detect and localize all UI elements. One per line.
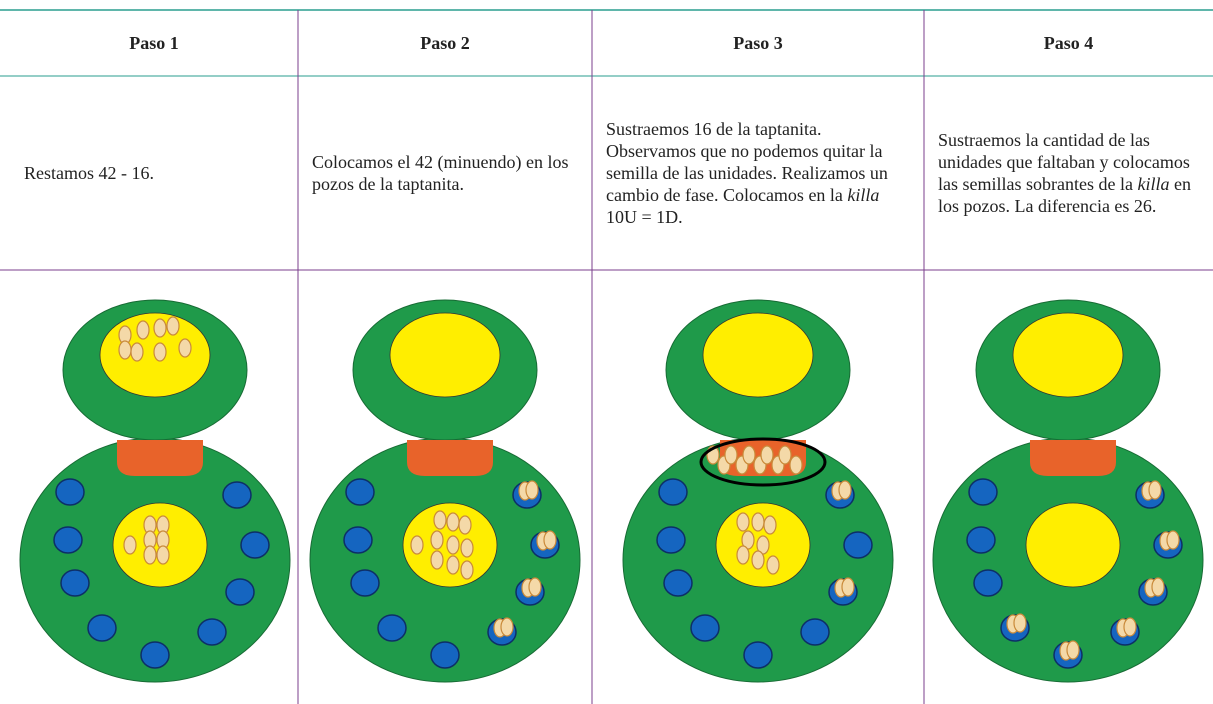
hole xyxy=(966,526,996,554)
seed xyxy=(1151,577,1165,597)
seed xyxy=(760,445,774,465)
seed xyxy=(430,530,444,550)
hole xyxy=(658,478,688,506)
seed xyxy=(433,510,447,530)
seed xyxy=(1066,640,1080,660)
seed xyxy=(525,480,539,500)
header-cell: Paso 3 xyxy=(733,32,783,53)
hole xyxy=(663,569,693,597)
hole xyxy=(656,526,686,554)
seed xyxy=(460,538,474,558)
seed xyxy=(166,316,180,336)
seed xyxy=(763,515,777,535)
text-run: killa xyxy=(1137,174,1170,194)
seed xyxy=(1166,530,1180,550)
hole xyxy=(973,569,1003,597)
hole xyxy=(430,641,460,669)
hole xyxy=(743,641,773,669)
hole xyxy=(53,526,83,554)
seed xyxy=(751,512,765,532)
text-run: 10U = 1D. xyxy=(606,207,683,227)
seed xyxy=(156,545,170,565)
text-run: Colocamos el 42 (minuendo) en los pozos … xyxy=(312,152,569,194)
header-cell: Paso 4 xyxy=(1043,32,1094,53)
text-cell: Colocamos el 42 (minuendo) en los pozos … xyxy=(298,76,592,270)
seed xyxy=(543,530,557,550)
seed xyxy=(841,577,855,597)
seed xyxy=(724,445,738,465)
text-run: killa xyxy=(847,185,880,205)
seed xyxy=(118,340,132,360)
hole xyxy=(60,569,90,597)
seed xyxy=(143,545,157,565)
seed xyxy=(430,550,444,570)
taptana-board xyxy=(622,299,894,683)
seed xyxy=(153,318,167,338)
text-run: en los pozos. La diferencia es 26. xyxy=(938,174,1191,216)
seed xyxy=(460,560,474,580)
seed xyxy=(130,342,144,362)
seed xyxy=(458,515,472,535)
hole xyxy=(843,531,873,559)
hole xyxy=(197,618,227,646)
header-cell: Paso 2 xyxy=(420,32,470,53)
hole xyxy=(140,641,170,669)
text-run: Sustraemos 16 de la taptanita. Observamo… xyxy=(606,119,888,205)
seed xyxy=(410,535,424,555)
hole xyxy=(350,569,380,597)
taptana-board xyxy=(932,299,1204,683)
seed xyxy=(446,535,460,555)
seed xyxy=(751,550,765,570)
seed xyxy=(766,555,780,575)
seed xyxy=(500,617,514,637)
hole xyxy=(240,531,270,559)
seed xyxy=(736,512,750,532)
killa-highlight xyxy=(699,437,827,487)
seed xyxy=(1123,617,1137,637)
seed xyxy=(136,320,150,340)
hole xyxy=(225,578,255,606)
hole xyxy=(87,614,117,642)
killa xyxy=(117,440,203,476)
text-cell: Restamos 42 - 16. xyxy=(10,76,298,270)
hole xyxy=(343,526,373,554)
hole xyxy=(968,478,998,506)
seed xyxy=(778,445,792,465)
text-cell: Sustraemos 16 de la taptanita. Observamo… xyxy=(592,76,924,270)
bottom-well xyxy=(1025,502,1121,588)
killa xyxy=(1030,440,1116,476)
seed xyxy=(1148,480,1162,500)
seed xyxy=(742,445,756,465)
seed xyxy=(1013,613,1027,633)
hole xyxy=(377,614,407,642)
header-cell: Paso 1 xyxy=(129,32,179,53)
top-well xyxy=(389,312,501,398)
seed xyxy=(789,455,803,475)
hole xyxy=(222,481,252,509)
seed xyxy=(446,512,460,532)
seed xyxy=(153,342,167,362)
hole xyxy=(690,614,720,642)
hole xyxy=(800,618,830,646)
hole xyxy=(55,478,85,506)
seed xyxy=(446,555,460,575)
seed xyxy=(528,577,542,597)
taptana-board xyxy=(309,299,581,683)
seed xyxy=(838,480,852,500)
text-run: Sustraemos la cantidad de las unidades q… xyxy=(938,130,1190,194)
text-cell: Sustraemos la cantidad de las unidades q… xyxy=(924,76,1213,270)
taptana-board xyxy=(19,299,291,683)
text-run: Restamos 42 - 16. xyxy=(24,163,154,183)
seed xyxy=(123,535,137,555)
top-well xyxy=(1012,312,1124,398)
killa xyxy=(407,440,493,476)
hole xyxy=(345,478,375,506)
seed xyxy=(736,545,750,565)
top-well xyxy=(702,312,814,398)
seed xyxy=(178,338,192,358)
